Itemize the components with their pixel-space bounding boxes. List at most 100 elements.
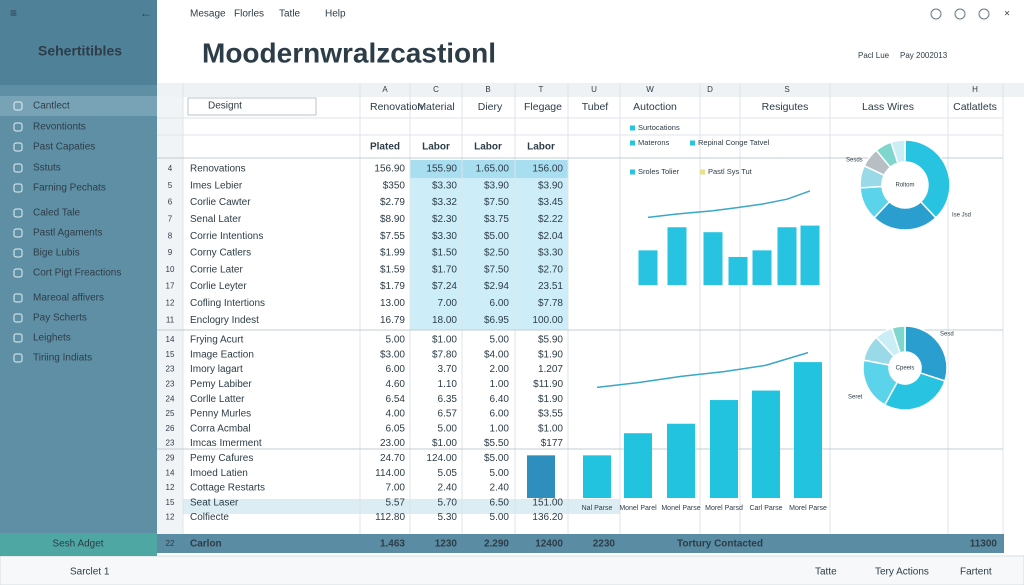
row-number: 15 [166, 498, 175, 507]
x-category: Carl Parse [749, 505, 782, 512]
cell: 24.70 [380, 453, 405, 464]
row-label: Pemy Cafures [190, 453, 253, 464]
status-action[interactable]: Tery Actions [875, 567, 929, 578]
legend-swatch [630, 169, 635, 175]
sidebar-item[interactable]: Past Capaties [33, 142, 95, 153]
sidebar-item[interactable]: Caled Tale [33, 208, 81, 219]
sidebar-item[interactable]: Mareoal affivers [33, 293, 104, 304]
total-cell: Carlon [190, 539, 222, 550]
pie-label: Sesds [846, 158, 863, 164]
header-action[interactable]: Pacl Lue [858, 51, 890, 60]
status-action[interactable]: Fartent [960, 567, 992, 578]
search-box[interactable] [187, 97, 317, 116]
cell: $7.50 [484, 264, 509, 275]
status-action[interactable]: Tatte [815, 567, 837, 578]
legend-label: Pastl Sys Tut [708, 167, 753, 176]
bar [703, 232, 723, 285]
menu-icon[interactable]: ≡ [10, 6, 17, 20]
legend-swatch [630, 140, 635, 146]
row-number: 22 [166, 539, 175, 548]
row-number: 6 [168, 198, 173, 207]
search-text[interactable]: Designt [208, 101, 242, 112]
cell: $1.99 [380, 248, 405, 259]
legend-swatch [690, 140, 695, 146]
row-number: 4 [168, 164, 173, 173]
cell: 136.20 [532, 512, 563, 523]
cell: 5.00 [490, 468, 510, 479]
sidebar-item[interactable]: Farning Pechats [33, 183, 106, 194]
menu-item[interactable]: Tatle [279, 9, 301, 20]
total-cell: 2230 [593, 539, 616, 550]
row-number: 14 [166, 335, 175, 344]
sidebar-item[interactable]: Cort Pigt Freactions [33, 268, 121, 279]
row-number: 29 [166, 454, 175, 463]
total-cell: 11300 [970, 539, 998, 550]
cell: 1.65.00 [476, 164, 510, 175]
toolbar-icon[interactable] [954, 8, 966, 20]
sheet-tab[interactable]: Sarclet 1 [70, 567, 110, 578]
sidebar-item[interactable]: Bige Lubis [33, 248, 80, 259]
menu-item[interactable]: Help [325, 9, 346, 20]
collapse-icon[interactable]: ← [140, 6, 152, 20]
sidebar-button[interactable] [0, 533, 157, 556]
menu-item[interactable]: Mesage [190, 9, 226, 20]
sidebar-item[interactable]: Pastl Agaments [33, 228, 102, 239]
cell: $3.90 [484, 180, 509, 191]
pie-hole [882, 162, 928, 208]
bar [800, 225, 820, 285]
sidebar-item[interactable]: Pay Scherts [33, 313, 87, 324]
row-number: 5 [168, 181, 173, 190]
bar [777, 227, 797, 285]
cell: 1.00 [490, 423, 510, 434]
cell: 5.57 [386, 497, 406, 508]
x-category: Monel Parse [661, 505, 700, 512]
row-number: 11 [166, 315, 175, 324]
row-header-bar [157, 97, 183, 553]
cell: 100.00 [532, 315, 563, 326]
sidebar-item[interactable]: Cantlect [33, 101, 70, 112]
sidebar-icon [13, 163, 23, 173]
menu-item[interactable]: Florles [234, 9, 264, 20]
cell: 2.40 [438, 483, 458, 494]
cell: $3.55 [538, 409, 563, 420]
cell: 6.57 [438, 409, 458, 420]
sidebar-icon [13, 248, 23, 258]
total-cell: 2.290 [484, 539, 509, 550]
cell: 6.00 [490, 298, 510, 309]
column-letter: T [539, 85, 544, 94]
total-row [157, 534, 1004, 553]
header-action[interactable]: Pay 2002013 [900, 51, 948, 60]
legend-label: Materons [638, 138, 670, 147]
sidebar-icon [13, 313, 23, 323]
close-icon[interactable]: × [1004, 9, 1010, 20]
bar [667, 227, 687, 285]
trend-line [596, 351, 809, 389]
sidebar-item[interactable]: Revontionts [33, 122, 86, 133]
header-cell: Diery [478, 101, 503, 113]
sidebar-item[interactable]: Leighets [33, 333, 71, 344]
sidebar-item[interactable]: Tiriing Indiats [33, 353, 92, 364]
sidebar-item[interactable]: Sstuts [33, 163, 61, 174]
row-number: 24 [166, 394, 175, 403]
cell: 1.207 [538, 364, 563, 375]
sidebar-icon [13, 293, 23, 303]
cell: 114.00 [375, 468, 405, 479]
row-label: Penny Murles [190, 409, 251, 420]
column-letter: U [591, 85, 597, 94]
bar [638, 250, 658, 285]
row-number: 12 [166, 483, 175, 492]
cell: $1.59 [380, 264, 405, 275]
pie-label: Ise Jsd [952, 213, 971, 219]
cell: 155.90 [426, 164, 457, 175]
pie-label: Sesd [940, 332, 954, 338]
toolbar-icon[interactable] [930, 8, 942, 20]
legend-label: Sroles Tolier [638, 167, 680, 176]
toolbar-icon[interactable] [978, 8, 990, 20]
sub-header-cell: Plated [370, 142, 400, 153]
cell: $3.30 [538, 248, 563, 259]
bar [794, 362, 822, 498]
sidebar-button-label[interactable]: Sesh Adget [52, 539, 103, 550]
cell: $3.45 [538, 197, 563, 208]
row-number: 25 [166, 409, 175, 418]
column-letter: A [382, 85, 388, 94]
